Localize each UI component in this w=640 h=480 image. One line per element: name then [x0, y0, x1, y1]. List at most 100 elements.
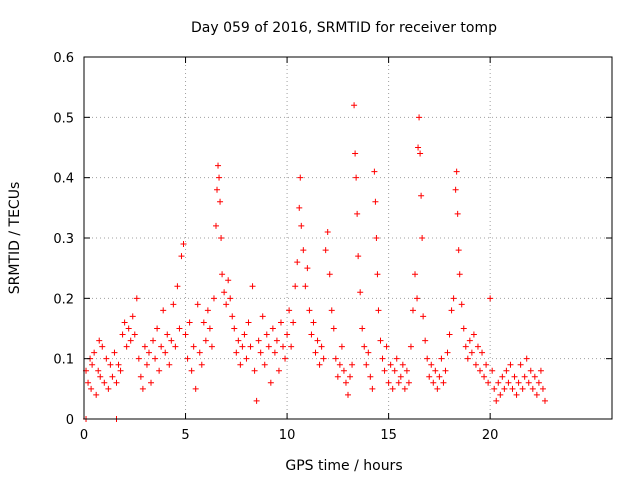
data-point [158, 343, 165, 350]
data-point [452, 186, 459, 193]
data-point [487, 295, 494, 302]
data-point [529, 385, 536, 392]
data-point [537, 367, 544, 374]
data-point [227, 295, 234, 302]
data-point [243, 355, 250, 362]
data-point [527, 367, 534, 374]
data-point [349, 361, 356, 368]
data-point [196, 349, 203, 356]
data-point [338, 343, 345, 350]
data-point [450, 295, 457, 302]
data-point [261, 361, 268, 368]
data-point [535, 379, 542, 386]
data-point [280, 343, 287, 350]
data-point [210, 295, 217, 302]
axis-ticks: 0 0.1 0.2 0.3 0.4 0.5 0.6 0 5 10 15 20 [53, 51, 612, 443]
data-point [101, 379, 108, 386]
data-point [424, 355, 431, 362]
data-point [91, 349, 98, 356]
data-point [385, 379, 392, 386]
data-point [127, 337, 134, 344]
data-point [310, 319, 317, 326]
data-point [409, 307, 416, 314]
data-point [401, 385, 408, 392]
data-point [387, 361, 394, 368]
data-point [365, 349, 372, 356]
data-point [381, 367, 388, 374]
data-point [235, 337, 242, 344]
data-point [229, 313, 236, 320]
data-point [442, 367, 449, 374]
data-point [507, 361, 514, 368]
data-point [160, 307, 167, 314]
data-point [503, 367, 510, 374]
data-point [470, 331, 477, 338]
data-point [493, 397, 500, 404]
data-point [121, 319, 128, 326]
data-point [225, 277, 232, 284]
data-point [485, 379, 492, 386]
data-point [412, 271, 419, 278]
data-point [300, 247, 307, 254]
data-point [208, 343, 215, 350]
data-point [474, 343, 481, 350]
data-point [200, 319, 207, 326]
data-point [367, 373, 374, 380]
data-point [312, 349, 319, 356]
data-point [454, 210, 461, 217]
data-point [216, 174, 223, 181]
data-point [495, 379, 502, 386]
data-point [489, 367, 496, 374]
data-point [221, 289, 228, 296]
data-point [497, 391, 504, 398]
data-point [481, 373, 488, 380]
data-point [541, 397, 548, 404]
data-point [275, 367, 282, 374]
y-tick-label: 0.1 [53, 353, 74, 368]
data-point [259, 313, 266, 320]
data-point [320, 355, 327, 362]
data-point [483, 361, 490, 368]
data-point [419, 235, 426, 241]
y-tick-label: 0.3 [53, 232, 74, 247]
data-point [345, 391, 351, 398]
data-point [359, 325, 366, 332]
y-axis-label: SRMTID / TECUs [7, 182, 23, 295]
data-point [351, 102, 358, 109]
data-point [105, 385, 112, 392]
y-tick-label: 0.5 [53, 111, 74, 126]
data-point [446, 331, 453, 338]
data-point [420, 313, 427, 320]
data-point [237, 361, 244, 368]
x-tick-label: 5 [181, 428, 189, 443]
data-point [318, 343, 325, 350]
data-point [251, 367, 258, 374]
data-point [354, 210, 361, 217]
data-point [393, 355, 400, 362]
data-point [456, 271, 463, 278]
data-point [188, 367, 195, 374]
data-point [369, 385, 376, 392]
data-point [219, 271, 226, 278]
data-point [395, 379, 402, 386]
data-point [152, 355, 159, 362]
data-point [115, 361, 122, 368]
data-point [330, 325, 337, 332]
data-point [377, 337, 384, 344]
data-point [290, 319, 297, 326]
data-point [97, 373, 104, 380]
data-point [113, 379, 120, 386]
data-point [460, 325, 467, 332]
data-point [296, 204, 303, 211]
data-point [417, 150, 424, 157]
data-point [436, 373, 443, 380]
data-point [170, 301, 177, 308]
data-point [314, 337, 321, 344]
data-point [129, 313, 136, 320]
data-point [479, 349, 486, 356]
data-point [99, 343, 106, 350]
data-point [383, 343, 390, 350]
data-point [374, 271, 381, 278]
data-point [119, 331, 126, 338]
data-point [166, 361, 173, 368]
